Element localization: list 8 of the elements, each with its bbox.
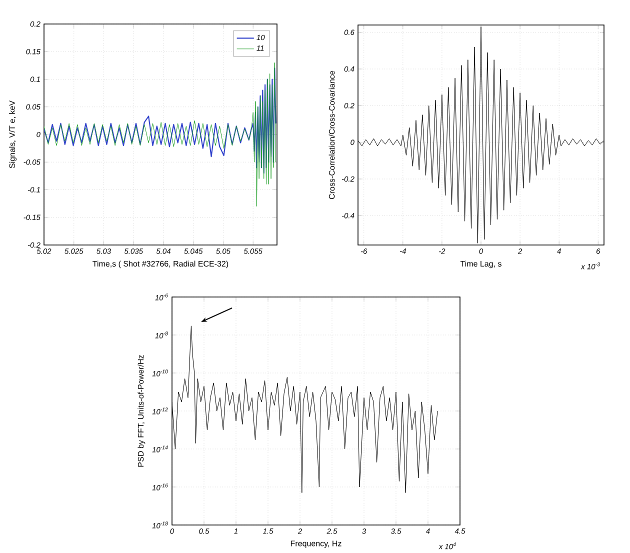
x-axis-title: Time Lag, s xyxy=(460,260,502,268)
line-series xyxy=(44,62,276,207)
line-series xyxy=(358,26,604,244)
x-axis-title: Time,s ( Shot #32766, Radial ECE-32) xyxy=(92,260,228,268)
y-axis-title: Signals, V/T e, keV xyxy=(9,100,17,168)
x-axis-title: Frequency, Hz xyxy=(290,540,342,548)
y-axis-title: Cross-Correlation/Cross-Covariance xyxy=(328,71,335,200)
y-axis-title: PSD by FFT, Units-of-Power/Hz xyxy=(138,355,146,467)
